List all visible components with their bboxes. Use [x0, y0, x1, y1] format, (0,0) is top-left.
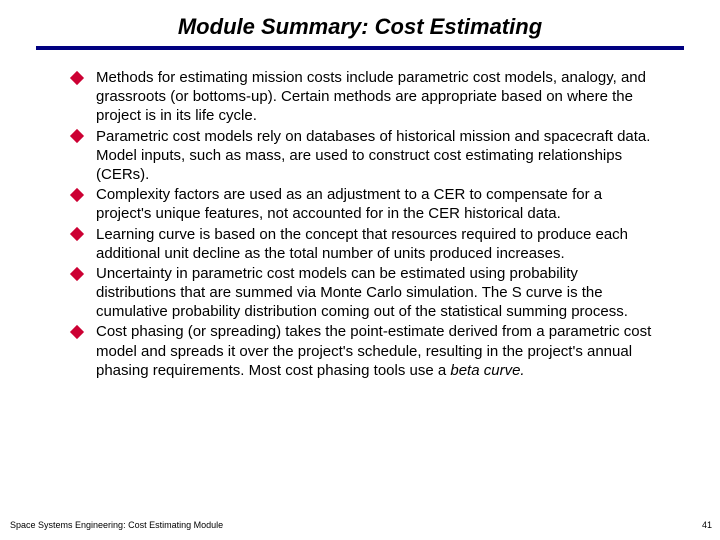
list-item: Cost phasing (or spreading) takes the po…: [72, 322, 660, 380]
bullet-text: Parametric cost models rely on databases…: [96, 128, 650, 183]
bullet-text: Uncertainty in parametric cost models ca…: [96, 265, 628, 320]
bullet-text: Learning curve is based on the concept t…: [96, 226, 628, 262]
bullet-text: Complexity factors are used as an adjust…: [96, 186, 602, 222]
slide: Module Summary: Cost Estimating Methods …: [0, 0, 720, 540]
content-area: Methods for estimating mission costs inc…: [0, 50, 720, 380]
list-item: Methods for estimating mission costs inc…: [72, 68, 660, 126]
bullet-list: Methods for estimating mission costs inc…: [72, 68, 660, 380]
list-item: Parametric cost models rely on databases…: [72, 127, 660, 185]
slide-title: Module Summary: Cost Estimating: [0, 0, 720, 46]
list-item: Learning curve is based on the concept t…: [72, 225, 660, 263]
bullet-text-italic: beta curve.: [450, 362, 524, 379]
footer-left: Space Systems Engineering: Cost Estimati…: [10, 520, 223, 530]
list-item: Uncertainty in parametric cost models ca…: [72, 264, 660, 322]
footer-right: 41: [702, 520, 712, 530]
bullet-text-prefix: Cost phasing (or spreading) takes the po…: [96, 323, 651, 378]
list-item: Complexity factors are used as an adjust…: [72, 185, 660, 223]
bullet-text: Methods for estimating mission costs inc…: [96, 69, 646, 124]
